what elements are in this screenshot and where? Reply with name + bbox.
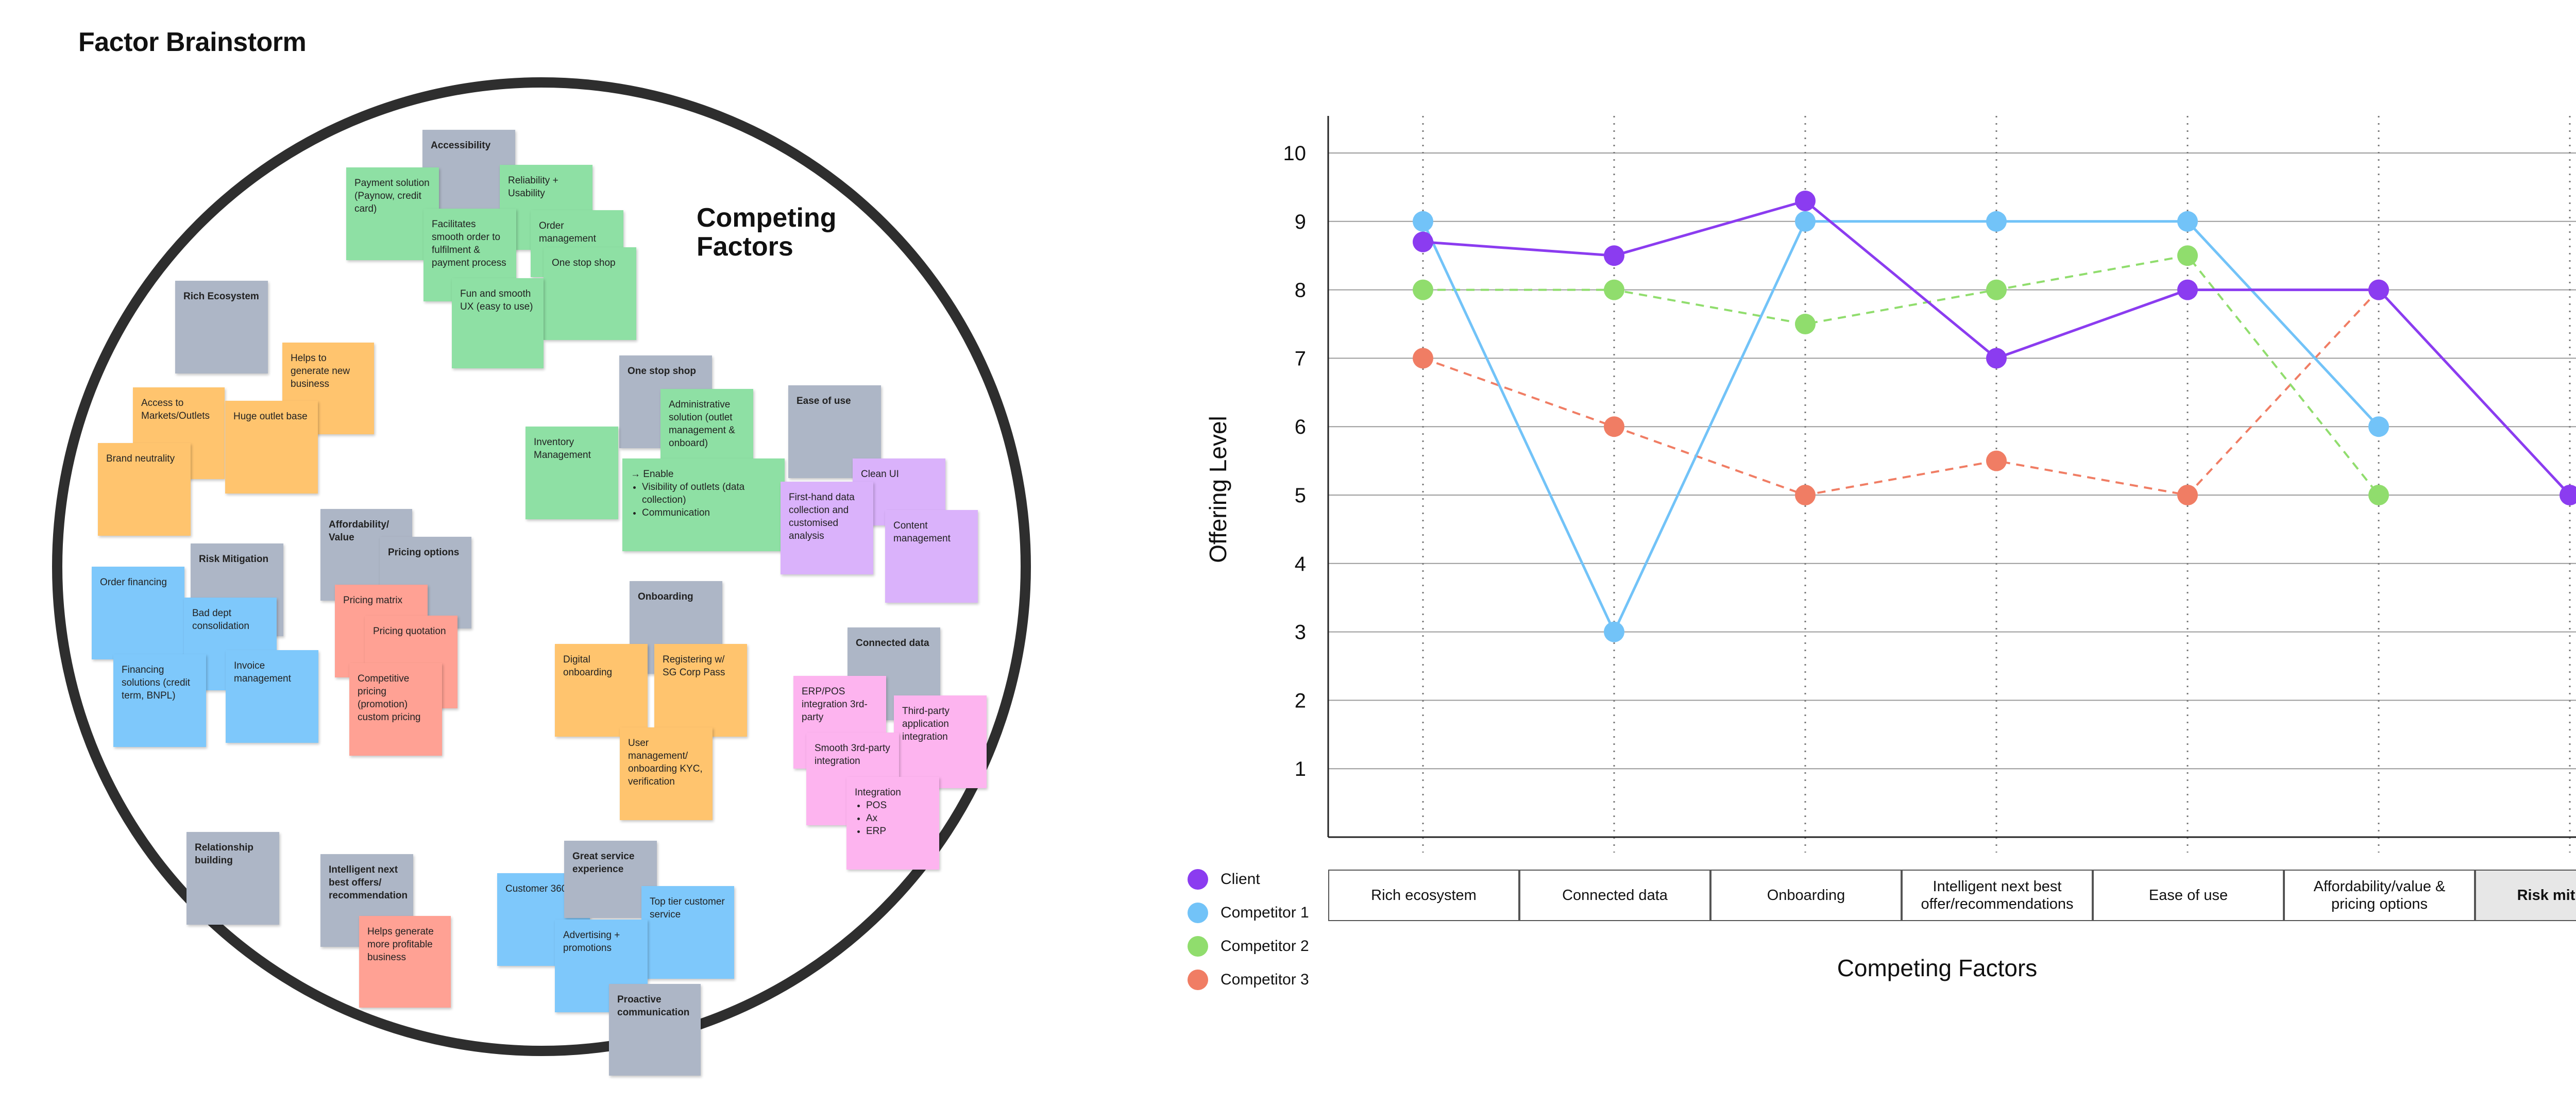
data-point-client — [1604, 245, 1624, 266]
sticky-note-digital-onboarding[interactable]: Digital onboarding — [555, 644, 648, 737]
sticky-note-fun-smooth-ux[interactable]: Fun and smooth UX (easy to use) — [452, 278, 544, 368]
integration-list-item: POS — [866, 799, 931, 812]
legend-label: Competitor 2 — [1221, 938, 1309, 955]
legend-dot — [1188, 936, 1208, 957]
data-point-competitor-1 — [2368, 416, 2389, 437]
legend-dot — [1188, 970, 1208, 990]
legend-label: Competitor 3 — [1221, 971, 1309, 988]
legend-label: Client — [1221, 871, 1260, 888]
category-label: Ease of use — [2093, 870, 2284, 921]
y-tick-label: 2 — [1295, 689, 1306, 712]
category-label: Risk mitigation — [2475, 870, 2576, 921]
legend-dot — [1188, 869, 1208, 890]
sticky-note-registering-corp-pass[interactable]: Registering w/ SG Corp Pass — [654, 644, 747, 737]
sticky-note-one-stop-shop-green[interactable]: One stop shop — [544, 247, 636, 340]
y-axis-title: Offering Level — [1205, 416, 1231, 563]
y-tick-label: 3 — [1295, 621, 1306, 644]
data-point-client — [2560, 485, 2576, 505]
category-label: Rich ecosystem — [1328, 870, 1519, 921]
integration-list-item: Ax — [866, 812, 931, 825]
sticky-note-helps-generate-profitable[interactable]: Helps generate more profitable business — [359, 916, 451, 1008]
data-point-client — [1795, 190, 1816, 211]
legend-item: Competitor 1 — [1188, 900, 1309, 926]
data-point-client — [1413, 231, 1433, 252]
integration-list: POS Ax ERP — [855, 799, 931, 838]
sticky-note-competitive-pricing[interactable]: Competitive pricing (promotion) custom p… — [349, 663, 442, 756]
data-point-competitor-3 — [2177, 485, 2198, 505]
enable-heading: → Enable — [631, 469, 674, 480]
sticky-note-helps-generate-business[interactable]: Helps to generate new business — [282, 343, 374, 434]
data-point-competitor-1 — [1413, 211, 1433, 232]
series-line-competitor-2 — [1423, 254, 2380, 496]
series-line-competitor-1 — [1421, 220, 2380, 635]
legend-item: Competitor 3 — [1188, 967, 1309, 993]
sticky-note-inventory-management[interactable]: Inventory Management — [526, 427, 618, 519]
sticky-note-enable[interactable]: → Enable Visibility of outlets (data col… — [622, 458, 785, 551]
data-point-client — [2368, 279, 2389, 300]
enable-list-item: Visibility of outlets (data collection) — [642, 481, 776, 506]
sticky-note-content-management[interactable]: Content management — [885, 510, 978, 603]
integration-list-item: ERP — [866, 825, 931, 838]
sticky-note-proactive-communication[interactable]: Proactive communication — [609, 984, 701, 1076]
legend-label: Competitor 1 — [1221, 904, 1309, 921]
category-label: Affordability/value & pricing options — [2284, 870, 2475, 921]
data-point-competitor-3 — [1986, 450, 2007, 471]
sticky-note-integration[interactable]: Integration POS Ax ERP — [846, 777, 939, 870]
sticky-note-user-management[interactable]: User management/ onboarding KYC, verific… — [620, 727, 713, 820]
sticky-note-huge-outlet-base[interactable]: Huge outlet base — [225, 401, 318, 494]
competing-heading-line-1: Competing — [697, 203, 837, 233]
data-point-competitor-3 — [1604, 416, 1624, 437]
data-point-competitor-1 — [2177, 211, 2198, 232]
sticky-note-invoice-management[interactable]: Invoice management — [226, 650, 318, 743]
y-tick-label: 7 — [1295, 347, 1306, 370]
page-title: Factor Brainstorm — [78, 27, 307, 57]
category-label: Connected data — [1519, 870, 1710, 921]
data-point-competitor-1 — [1986, 211, 2007, 232]
data-point-competitor-2 — [2368, 485, 2389, 505]
enable-list-item: Communication — [642, 506, 776, 519]
sticky-note-relationship-building[interactable]: Relationship building — [187, 832, 279, 925]
series-line-competitor-3 — [1422, 289, 2380, 497]
data-point-competitor-2 — [1604, 279, 1624, 300]
sticky-note-order-financing[interactable]: Order financing — [92, 567, 184, 659]
y-tick-label: 1 — [1295, 758, 1306, 780]
y-tick-label: 8 — [1295, 279, 1306, 302]
data-point-competitor-3 — [1413, 348, 1433, 369]
y-tick-label: 10 — [1283, 142, 1307, 165]
y-tick-label: 9 — [1295, 211, 1306, 233]
data-point-competitor-3 — [1795, 485, 1816, 505]
category-label: Intelligent next best offer/recommendati… — [1902, 870, 2093, 921]
data-point-competitor-1 — [1604, 621, 1624, 642]
sticky-note-top-tier-service[interactable]: Top tier customer service — [641, 886, 734, 979]
sticky-note-financing-solutions[interactable]: Financing solutions (credit term, BNPL) — [113, 654, 206, 747]
y-tick-label: 4 — [1295, 553, 1306, 575]
y-tick-label: 5 — [1295, 484, 1306, 507]
data-point-competitor-1 — [1795, 211, 1816, 232]
sticky-note-brand-neutrality[interactable]: Brand neutrality — [98, 443, 191, 536]
data-point-competitor-2 — [1986, 279, 2007, 300]
integration-heading: Integration — [855, 787, 901, 798]
enable-list: Visibility of outlets (data collection) … — [631, 481, 776, 519]
y-tick-label: 6 — [1295, 416, 1306, 438]
data-point-competitor-2 — [1413, 279, 1433, 300]
category-label: Onboarding — [1710, 870, 1902, 921]
competing-factors-heading: Competing Factors — [697, 203, 837, 261]
sticky-note-third-party-app-integration[interactable]: Third-party application integration — [894, 695, 987, 788]
data-point-client — [2177, 279, 2198, 300]
sticky-note-rich-ecosystem[interactable]: Rich Ecosystem — [175, 281, 268, 373]
legend-item: Competitor 2 — [1188, 933, 1309, 959]
data-point-competitor-2 — [2177, 245, 2198, 266]
legend-dot — [1188, 903, 1208, 923]
data-point-client — [1986, 348, 2007, 369]
legend-item: Client — [1188, 866, 1260, 892]
sticky-note-first-hand-data[interactable]: First-hand data collection and customise… — [781, 482, 873, 574]
data-point-competitor-2 — [1795, 314, 1816, 334]
competing-heading-line-2: Factors — [697, 232, 793, 262]
x-axis-title: Competing Factors — [1837, 955, 2038, 981]
